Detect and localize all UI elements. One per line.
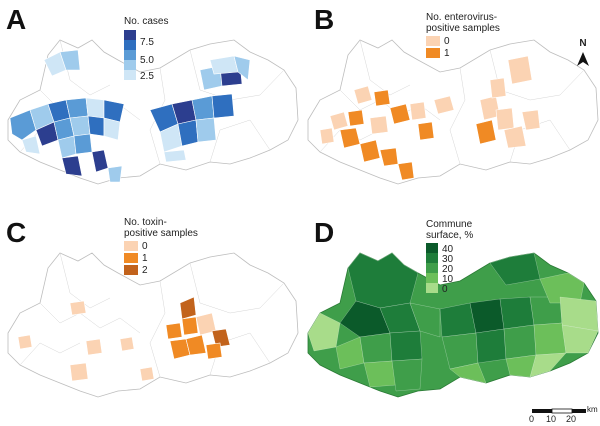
legend-swatch-c-0: [124, 241, 138, 251]
legend-tick-d-20: 20: [442, 264, 454, 275]
panel-letter-b: B: [314, 4, 335, 35]
legend-tick-d-0: 0: [442, 284, 448, 295]
scale-label-10: 10: [546, 414, 557, 424]
panel-b-enterovirus-map: B No. enterovirus- positive samples 0 1 …: [300, 0, 600, 213]
legend-ramp-a: [124, 30, 136, 80]
legend-ramp-d: [426, 243, 438, 293]
legend-label-c-1: 1: [142, 253, 148, 264]
legend-title-c-line1: No. toxin-: [124, 217, 167, 228]
legend-tick-d-30: 30: [442, 254, 454, 265]
legend-swatch-b-0: [426, 36, 440, 46]
legend-swatch-b-1: [426, 48, 440, 58]
north-label: N: [579, 38, 587, 49]
legend-title-b-line1: No. enterovirus-: [426, 12, 498, 23]
legend-label-b-1: 1: [444, 48, 450, 59]
legend-tick-a-1: 7.5: [140, 37, 154, 48]
map-d: [307, 243, 599, 414]
north-arrow-icon: [577, 52, 589, 66]
panel-letter-c: C: [6, 217, 27, 248]
legend-title-c-line2: positive samples: [124, 228, 198, 239]
scale-label-0: 0: [529, 414, 535, 424]
panel-d-surface-map: D Commune surface, % 40 30 20 10 0 0 10 …: [300, 213, 600, 426]
legend-tick-a-2: 5.0: [140, 55, 154, 66]
legend-swatch-c-2: [124, 265, 138, 275]
scale-bar: [532, 408, 586, 414]
legend-title-d-line1: Commune: [426, 219, 473, 230]
region-outline-c: [7, 252, 299, 398]
map-a: [7, 30, 299, 185]
panel-c-toxin-map: C No. toxin- positive samples 0 1 2: [0, 213, 300, 426]
panel-letter-a: A: [6, 4, 27, 35]
legend-swatch-c-1: [124, 253, 138, 263]
panel-a-cases-map: A No. cases 7.5 5.0 2.5: [0, 0, 300, 213]
map-c: [7, 241, 299, 398]
legend-tick-a-3: 2.5: [140, 71, 154, 82]
legend-tick-d-10: 10: [442, 274, 454, 285]
legend-label-c-0: 0: [142, 241, 148, 252]
scale-unit: km: [587, 405, 598, 414]
legend-tick-d-40: 40: [442, 244, 454, 255]
legend-title-b-line2: positive samples: [426, 23, 500, 34]
panel-letter-d: D: [314, 217, 335, 248]
legend-title-d-line2: surface, %: [426, 230, 474, 241]
legend-label-b-0: 0: [444, 36, 450, 47]
legend-title-a: No. cases: [124, 16, 169, 27]
legend-label-c-2: 2: [142, 265, 148, 276]
scale-label-20: 20: [566, 414, 577, 424]
map-b: [307, 36, 599, 185]
